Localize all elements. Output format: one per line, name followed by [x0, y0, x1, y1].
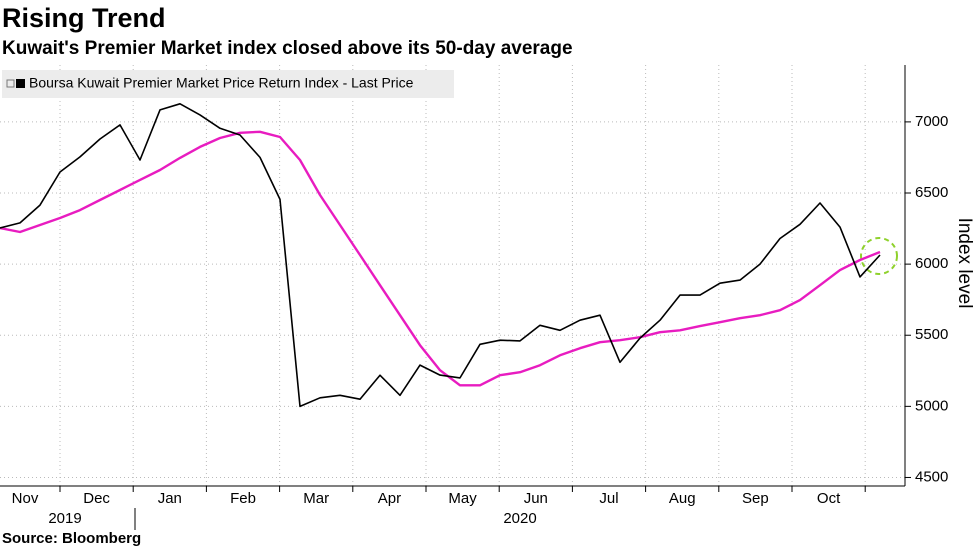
x-tick-label: Mar	[303, 490, 329, 507]
legend-label: Boursa Kuwait Premier Market Price Retur…	[29, 75, 414, 91]
y-tick-label: 4500	[915, 468, 948, 485]
source: Source: Bloomberg	[2, 530, 141, 547]
year-label: 2019	[48, 510, 81, 527]
y-tick-label: 6500	[915, 184, 948, 201]
series-line	[0, 130, 881, 387]
highlight-circle	[860, 237, 898, 275]
legend-swatch	[16, 79, 25, 88]
chart-title: Rising Trend	[2, 3, 166, 33]
y-tick-label: 7000	[915, 113, 948, 130]
x-tick-label: Aug	[669, 490, 696, 507]
x-tick-label: Feb	[230, 490, 256, 507]
x-tick-label: Apr	[378, 490, 401, 507]
x-tick-label: Sep	[742, 490, 769, 507]
y-tick-label: 5000	[915, 397, 948, 414]
x-tick-label: Jun	[524, 490, 548, 507]
x-tick-label: Oct	[817, 490, 841, 507]
chart-subtitle: Kuwait's Premier Market index closed abo…	[2, 38, 573, 59]
x-tick-label: Dec	[83, 490, 110, 507]
x-tick-label: Nov	[12, 490, 39, 507]
legend-box	[2, 70, 454, 98]
x-tick-label: May	[448, 490, 477, 507]
y-tick-label: 6000	[915, 255, 948, 272]
year-label: 2020	[503, 510, 536, 527]
series-line	[0, 103, 881, 408]
x-tick-label: Jul	[599, 490, 618, 507]
legend-icon	[6, 79, 15, 88]
y-tick-label: 5500	[915, 326, 948, 343]
y-axis-label: Index level	[954, 218, 975, 309]
x-tick-label: Jan	[158, 490, 182, 507]
